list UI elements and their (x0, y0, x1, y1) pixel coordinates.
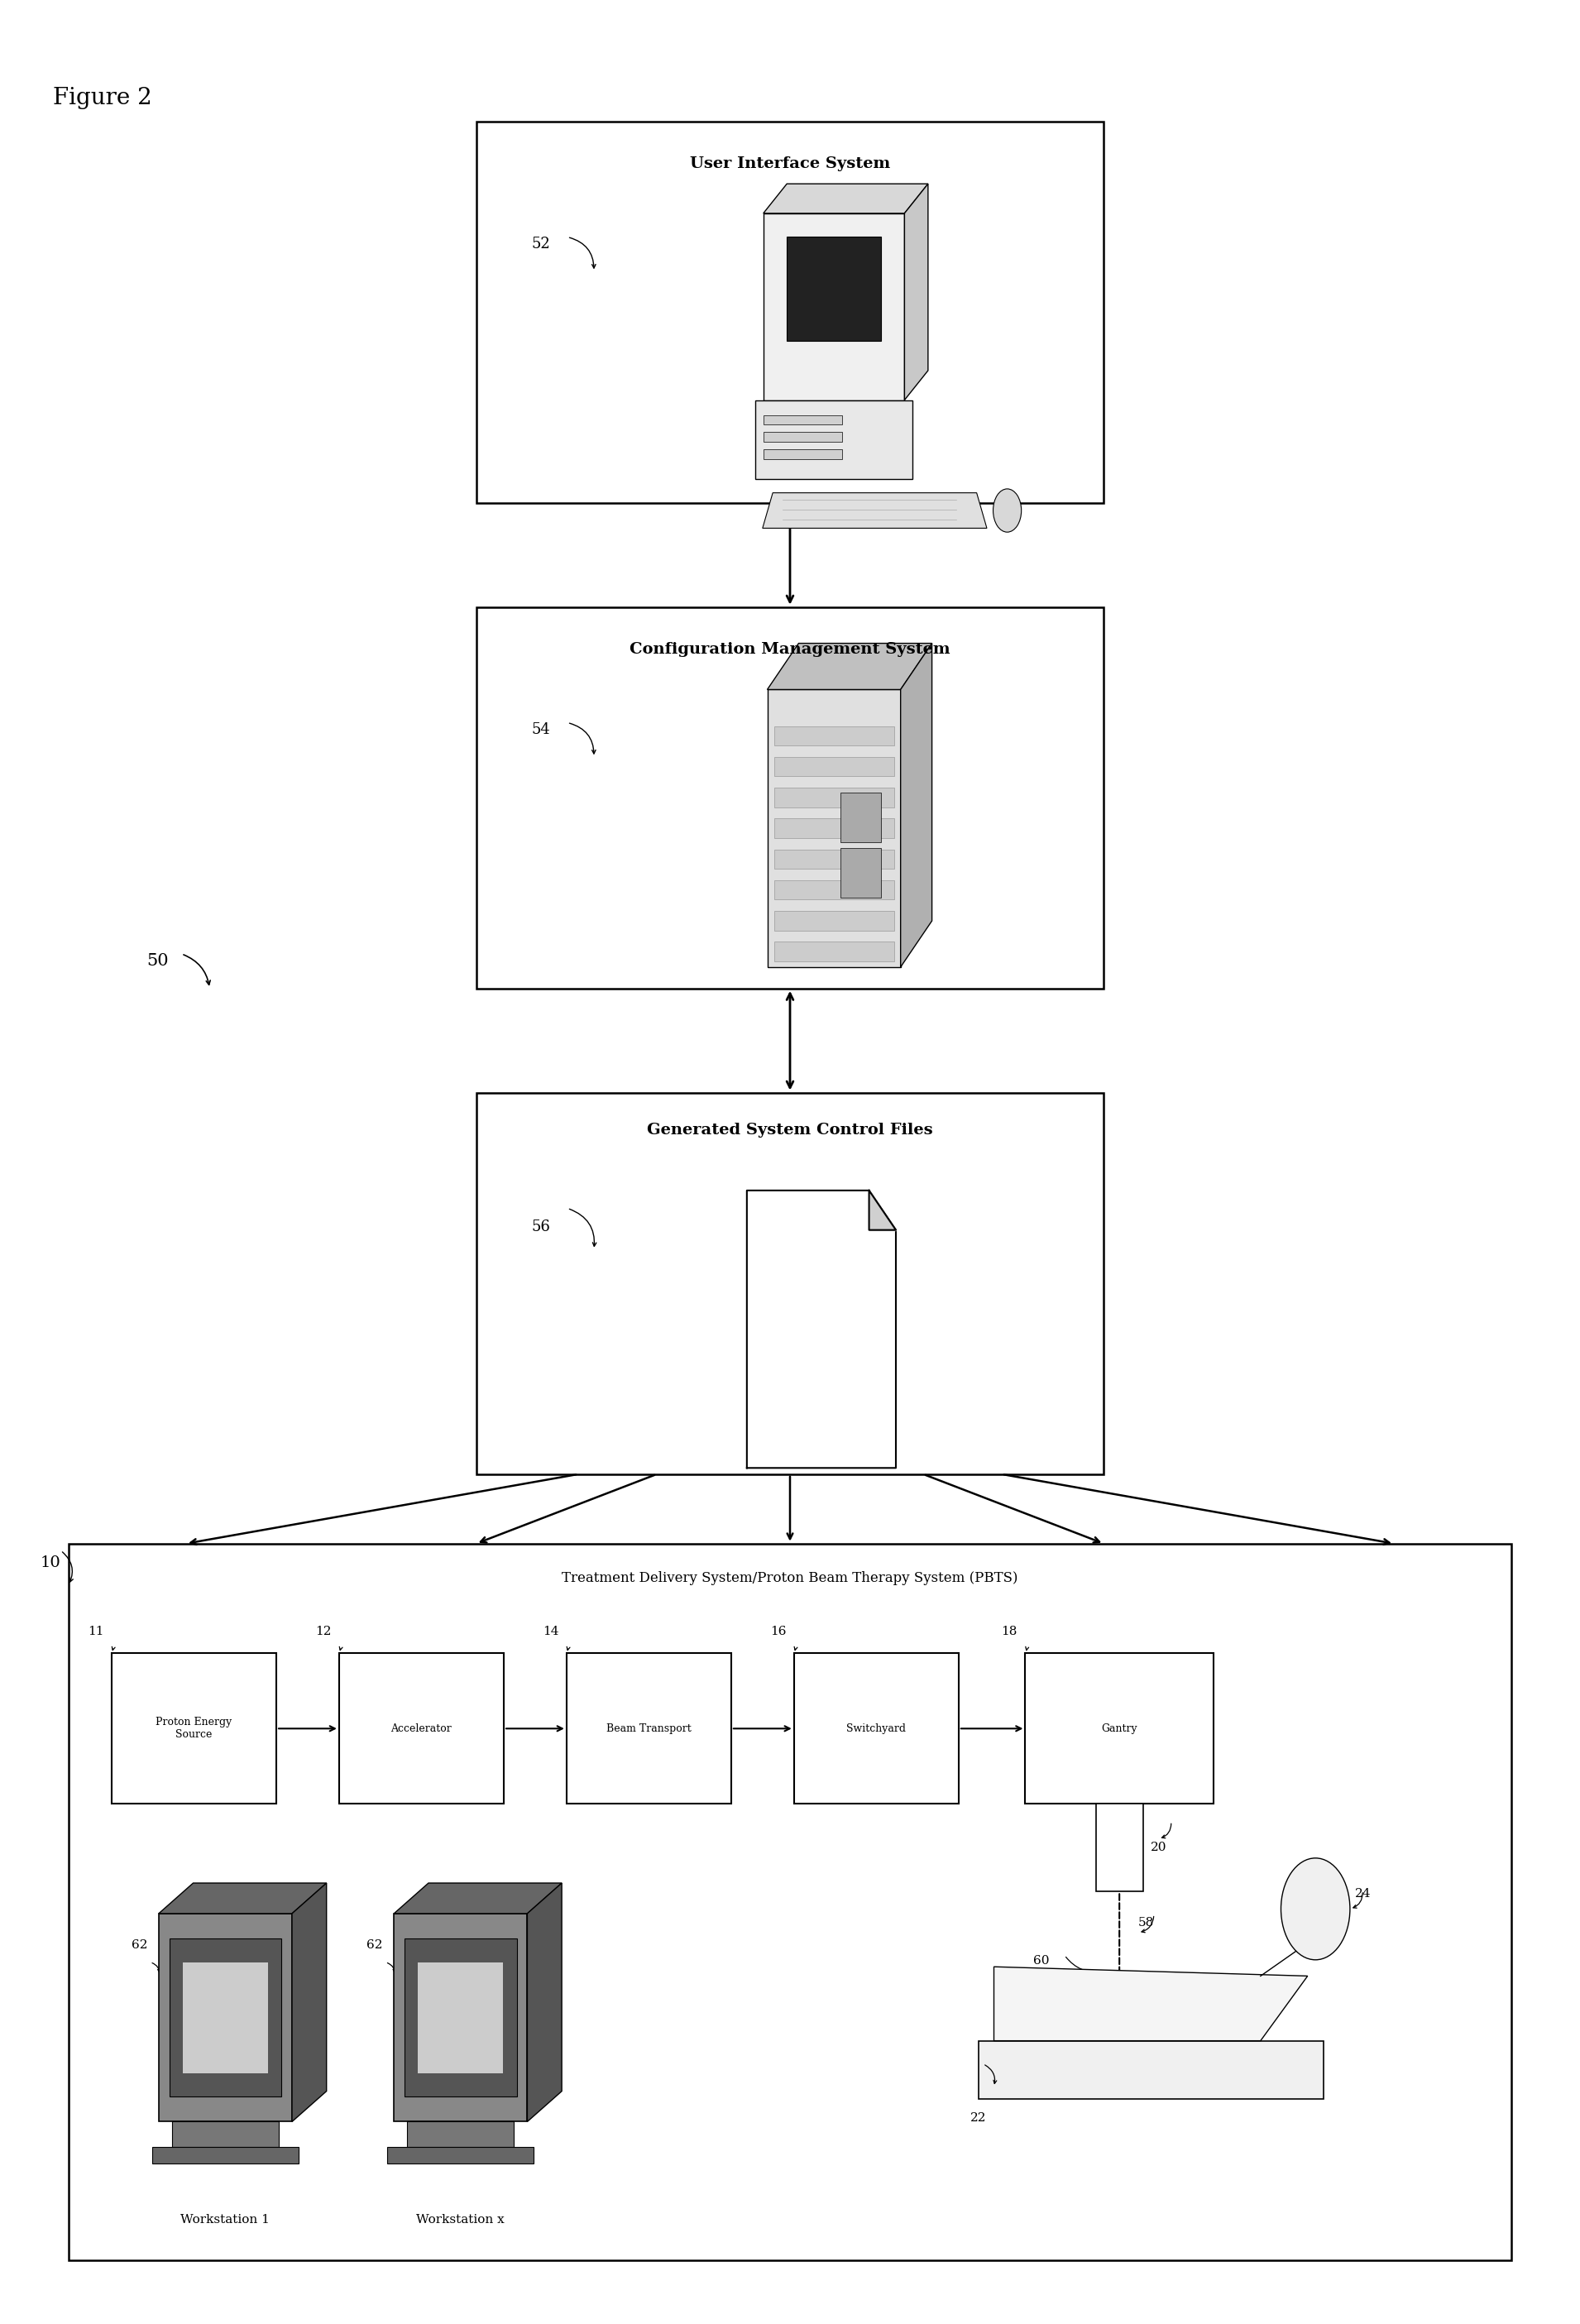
Polygon shape (763, 214, 904, 400)
Polygon shape (393, 1882, 562, 1913)
Text: 52: 52 (531, 237, 550, 251)
Text: Beam Transport: Beam Transport (607, 1722, 692, 1734)
Text: 62: 62 (131, 1938, 147, 1950)
Bar (763, 432, 842, 442)
Text: 58: 58 (1138, 1917, 1153, 1929)
Bar (476, 607, 1104, 988)
Bar (774, 788, 894, 806)
Bar (172, 2122, 278, 2147)
Text: Workstation 1: Workstation 1 (180, 2215, 270, 2226)
Bar (567, 1652, 732, 1803)
Bar (774, 941, 894, 962)
Circle shape (1281, 1859, 1349, 1959)
Bar (68, 1543, 1512, 2261)
Text: 50: 50 (147, 953, 169, 969)
Text: 10: 10 (40, 1555, 60, 1571)
Bar (1025, 1652, 1213, 1803)
Bar (169, 1938, 281, 2096)
Polygon shape (904, 184, 927, 400)
Text: 12: 12 (314, 1627, 332, 1638)
Text: User Interface System: User Interface System (690, 156, 890, 172)
Bar (793, 1652, 959, 1803)
Text: Generated System Control Files: Generated System Control Files (648, 1122, 932, 1136)
Text: 24: 24 (1354, 1889, 1371, 1899)
Text: 22: 22 (970, 2113, 986, 2124)
Polygon shape (747, 1190, 896, 1469)
Bar (1097, 1803, 1142, 1892)
Text: Proton Energy
Source: Proton Energy Source (156, 1717, 232, 1741)
Text: Workstation x: Workstation x (417, 2215, 504, 2226)
Text: Figure 2: Figure 2 (52, 86, 152, 109)
Polygon shape (994, 1966, 1308, 2040)
Polygon shape (158, 1882, 327, 1913)
Ellipse shape (994, 488, 1021, 532)
Bar (841, 792, 880, 841)
Bar (774, 818, 894, 839)
Text: 56: 56 (531, 1220, 550, 1234)
Text: Accelerator: Accelerator (390, 1722, 452, 1734)
Bar (183, 1961, 269, 2073)
Bar (774, 758, 894, 776)
Bar (158, 1913, 292, 2122)
Text: 14: 14 (542, 1627, 559, 1638)
Text: Treatment Delivery System/Proton Beam Therapy System (PBTS): Treatment Delivery System/Proton Beam Th… (562, 1571, 1018, 1585)
Bar (404, 1938, 517, 2096)
Text: 60: 60 (1033, 1954, 1049, 1966)
Text: 18: 18 (1002, 1627, 1018, 1638)
Bar (978, 2040, 1324, 2099)
Bar (112, 1652, 276, 1803)
Text: 54: 54 (531, 723, 550, 737)
Bar (774, 851, 894, 869)
Polygon shape (869, 1190, 896, 1229)
Bar (152, 2147, 299, 2164)
Bar (476, 1092, 1104, 1473)
Bar (340, 1652, 504, 1803)
Bar (774, 911, 894, 930)
Text: 20: 20 (1150, 1843, 1168, 1855)
Text: 16: 16 (769, 1627, 787, 1638)
Polygon shape (528, 1882, 562, 2122)
Bar (841, 848, 880, 897)
Bar (419, 1961, 502, 2073)
Bar (476, 121, 1104, 502)
Text: Gantry: Gantry (1101, 1722, 1138, 1734)
Text: 11: 11 (87, 1627, 104, 1638)
Polygon shape (901, 644, 932, 967)
Text: Switchyard: Switchyard (847, 1722, 905, 1734)
Polygon shape (768, 644, 932, 690)
Polygon shape (763, 184, 927, 214)
Polygon shape (292, 1882, 327, 2122)
Polygon shape (763, 493, 988, 528)
Bar (774, 725, 894, 746)
Bar (763, 449, 842, 460)
Bar (774, 881, 894, 899)
Bar (755, 400, 912, 479)
Bar (768, 690, 901, 967)
Polygon shape (787, 237, 882, 342)
Bar (387, 2147, 534, 2164)
Bar (408, 2122, 514, 2147)
Bar (393, 1913, 528, 2122)
Text: Configuration Management System: Configuration Management System (630, 641, 950, 658)
Bar (763, 416, 842, 425)
Text: 62: 62 (367, 1938, 382, 1950)
